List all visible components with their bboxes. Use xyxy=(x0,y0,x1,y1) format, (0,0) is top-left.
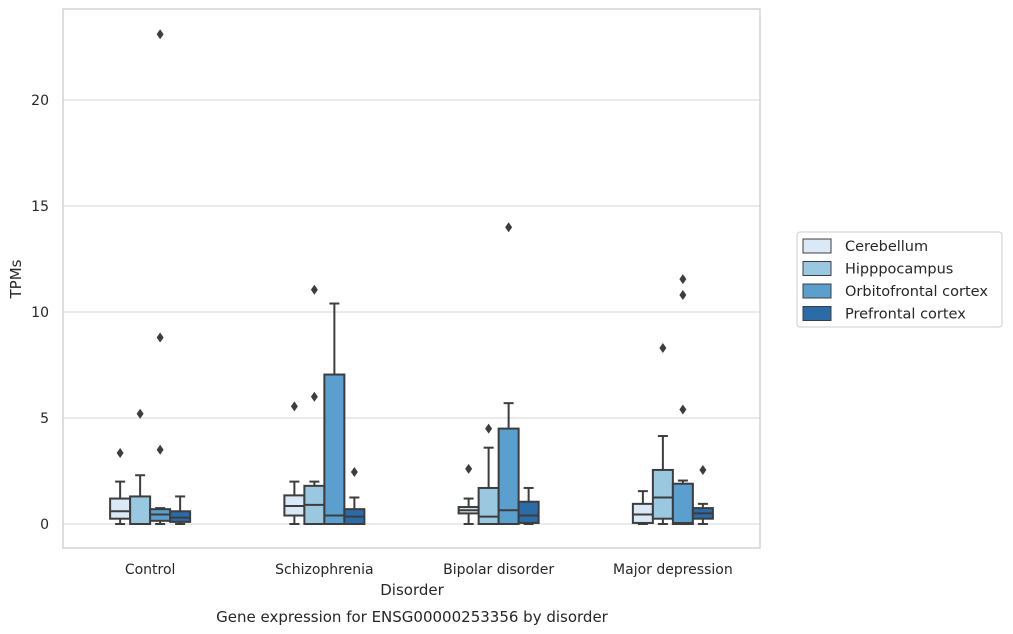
legend-swatch xyxy=(802,306,832,321)
legend-frame xyxy=(796,231,1003,328)
outlier-point xyxy=(156,444,164,455)
x-tick-label: Bipolar disorder xyxy=(443,562,554,578)
legend-swatch xyxy=(802,261,832,276)
legend: Cerebellum Hipppocampus Orbitofrontal cort… xyxy=(796,231,1003,328)
box xyxy=(169,510,192,523)
outlier-point xyxy=(310,391,318,402)
legend-label: Hipppocampus xyxy=(845,262,953,278)
legend-swatch xyxy=(802,283,832,299)
box xyxy=(631,502,654,524)
y-tick-label: 0 xyxy=(40,517,49,533)
outlier-point xyxy=(350,467,358,478)
outlier-point xyxy=(290,401,298,412)
outlier-point xyxy=(310,284,318,295)
box xyxy=(517,500,540,524)
outlier-point xyxy=(485,423,493,434)
outlier-point xyxy=(679,404,687,415)
y-gridlines xyxy=(63,99,760,525)
x-tick-labels: Control Schizophrenia Bipolar disorder Majo… xyxy=(125,562,733,578)
box xyxy=(651,468,674,520)
outlier-point xyxy=(679,290,687,301)
y-axis-label: TPMs xyxy=(7,259,25,299)
x-tick-label: Major depression xyxy=(613,562,733,578)
outlier-point xyxy=(136,408,144,419)
legend-label: Orbitofrontal cortex xyxy=(845,284,988,300)
outlier-point xyxy=(679,274,687,285)
outlier-point xyxy=(505,222,513,233)
box xyxy=(477,486,500,525)
box xyxy=(323,373,346,526)
legend-label: Prefrontal cortex xyxy=(845,307,966,323)
y-tick-label: 10 xyxy=(31,305,49,321)
outlier-point xyxy=(116,447,124,458)
outlier-point xyxy=(659,343,667,354)
x-tick-label: Control xyxy=(125,562,176,578)
legend-swatch xyxy=(802,238,832,254)
box xyxy=(109,497,132,520)
legend-label: Cerebellum xyxy=(845,239,928,255)
box xyxy=(671,482,694,525)
plot-frame xyxy=(62,8,761,549)
y-tick-label: 15 xyxy=(31,199,49,215)
box-series-group xyxy=(109,29,714,526)
y-tick-labels: 0 5 10 15 20 xyxy=(31,93,49,533)
chart-title: Gene expression for ENSG00000253356 by d… xyxy=(216,608,609,626)
outlier-point xyxy=(156,29,164,40)
y-tick-label: 5 xyxy=(40,411,49,427)
outlier-point xyxy=(699,464,707,475)
x-tick-label: Schizophrenia xyxy=(275,562,373,578)
y-tick-label: 20 xyxy=(31,93,49,109)
x-axis-label: Disorder xyxy=(380,581,444,599)
outlier-point xyxy=(465,463,473,474)
box xyxy=(497,427,520,526)
box xyxy=(129,495,152,526)
outlier-point xyxy=(156,332,164,343)
